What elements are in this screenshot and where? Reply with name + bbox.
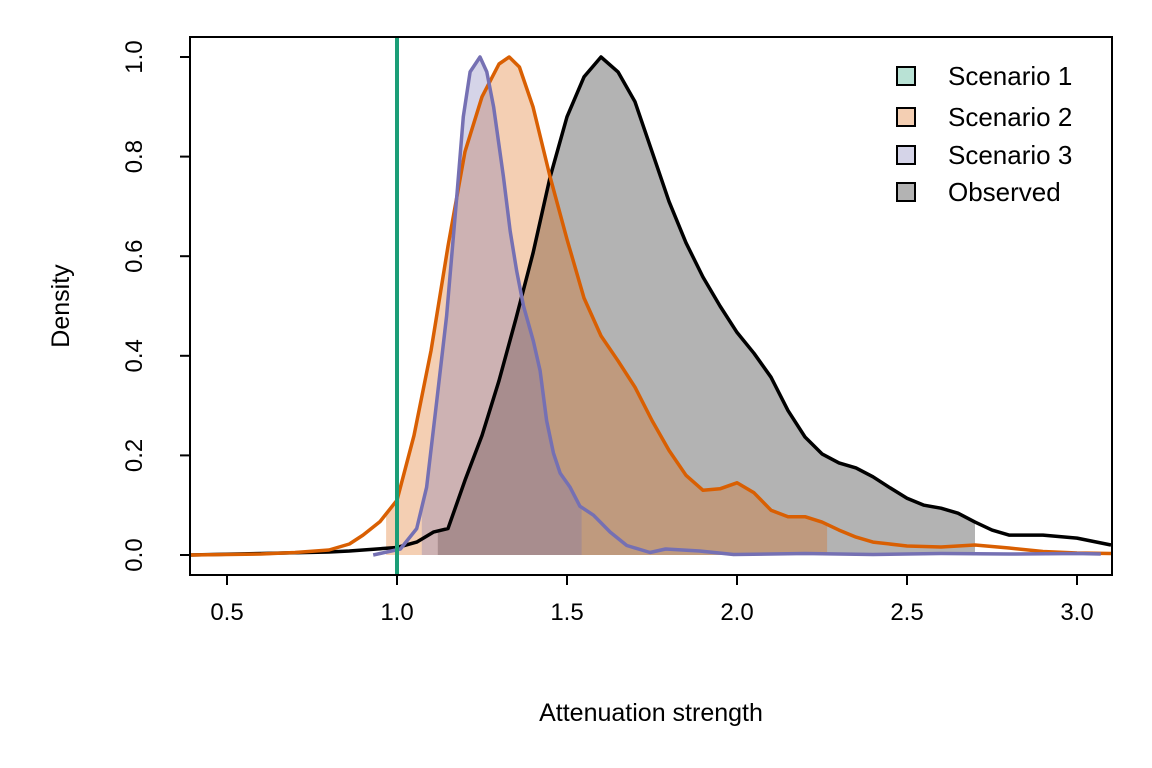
shade-observed — [437, 57, 975, 555]
legend-swatch-fill — [897, 67, 915, 85]
legend: Scenario 1 Scenario 2 Scenario 3 Observed — [896, 61, 1072, 207]
line-scenario-2 — [190, 55, 1112, 557]
y-tick-label: 0.0 — [121, 538, 148, 571]
x-tick-label: 0.5 — [210, 599, 243, 626]
line-observed — [190, 55, 1112, 557]
line-scenario-3 — [372, 55, 1101, 557]
y-axis: 0.0 0.2 0.4 0.6 0.8 1.0 — [121, 40, 190, 572]
legend-label: Scenario 1 — [948, 61, 1072, 91]
legend-swatch — [896, 182, 916, 202]
legend-item: Scenario 2 — [896, 102, 1072, 132]
legend-item: Observed — [896, 177, 1061, 207]
shade-scenario-3 — [421, 57, 582, 555]
x-tick-label: 1.0 — [380, 599, 413, 626]
x-tick-label: 1.5 — [550, 599, 583, 626]
x-tick-label: 2.5 — [890, 599, 923, 626]
legend-item: Scenario 1 — [896, 61, 1072, 91]
y-axis-title: Density — [47, 264, 75, 348]
legend-swatch — [896, 66, 916, 86]
legend-label: Scenario 2 — [948, 102, 1072, 132]
x-axis: 0.5 1.0 1.5 2.0 2.5 3.0 — [210, 575, 1094, 626]
y-tick-label: 0.4 — [121, 339, 148, 372]
legend-label: Scenario 3 — [948, 140, 1072, 170]
x-axis-title: Attenuation strength — [539, 699, 763, 727]
x-tick-label: 3.0 — [1060, 599, 1093, 626]
y-tick-label: 1.0 — [121, 40, 148, 73]
density-fills — [386, 57, 975, 555]
legend-swatch-fill — [897, 183, 915, 201]
legend-swatch — [896, 107, 916, 127]
y-tick-label: 0.8 — [121, 140, 148, 173]
legend-label: Observed — [948, 177, 1061, 207]
legend-swatch-fill — [897, 146, 915, 164]
shade-scenario-2 — [386, 57, 828, 555]
plot-frame — [189, 36, 1113, 576]
y-tick-label: 0.2 — [121, 439, 148, 472]
legend-swatch-fill — [897, 108, 915, 126]
legend-item: Scenario 3 — [896, 140, 1072, 170]
legend-swatch — [896, 145, 916, 165]
density-lines — [190, 37, 1112, 575]
y-tick-label: 0.6 — [121, 240, 148, 273]
x-tick-label: 2.0 — [720, 599, 753, 626]
